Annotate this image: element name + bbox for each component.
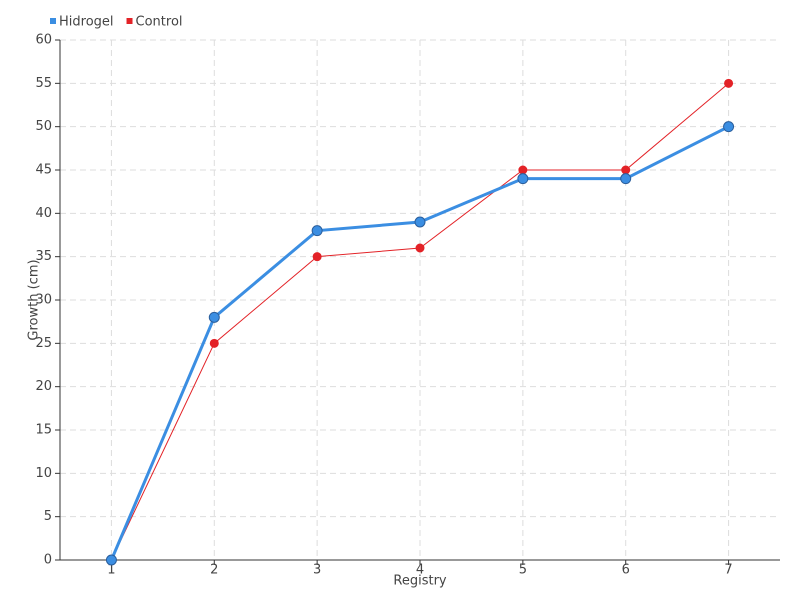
y-tick-label: 15 [35, 423, 52, 438]
data-point [414, 216, 426, 228]
legend-label: Hidrogel [59, 15, 114, 30]
data-point [621, 165, 631, 175]
y-tick-label: 20 [35, 379, 52, 394]
y-tick-label: 25 [35, 336, 52, 351]
data-point [209, 338, 219, 348]
data-point [105, 554, 117, 566]
legend-swatch [126, 18, 133, 24]
legend-swatch [50, 18, 56, 24]
y-tick-label: 50 [35, 119, 52, 134]
y-tick-label: 60 [35, 33, 52, 48]
x-tick-label: 3 [313, 563, 321, 578]
y-tick-label: 5 [44, 509, 52, 524]
y-tick-label: 30 [35, 293, 52, 308]
x-tick-label: 6 [622, 563, 630, 578]
data-point [208, 311, 220, 323]
y-tick-label: 10 [35, 466, 52, 481]
data-point [724, 78, 734, 88]
x-tick-label: 2 [210, 563, 218, 578]
legend-label: Control [136, 15, 183, 30]
data-point [620, 173, 632, 185]
x-axis-label: Registry [393, 574, 447, 589]
data-point [723, 121, 735, 133]
y-tick-label: 55 [35, 76, 52, 91]
x-tick-label: 4 [416, 563, 424, 578]
data-point [415, 243, 425, 253]
x-tick-label: 7 [724, 563, 732, 578]
data-point [518, 165, 528, 175]
grid [60, 39, 780, 561]
y-axis-label: Growth (cm) [27, 259, 42, 340]
data-point [517, 173, 529, 185]
x-tick-label: 5 [519, 563, 527, 578]
y-tick-label: 0 [44, 553, 52, 568]
x-tick-label: 1 [107, 563, 115, 578]
y-tick-label: 40 [35, 206, 52, 221]
y-tick-label: 45 [35, 163, 52, 178]
data-point [312, 252, 322, 262]
y-tick-label: 35 [35, 249, 52, 264]
data-point [311, 225, 323, 237]
